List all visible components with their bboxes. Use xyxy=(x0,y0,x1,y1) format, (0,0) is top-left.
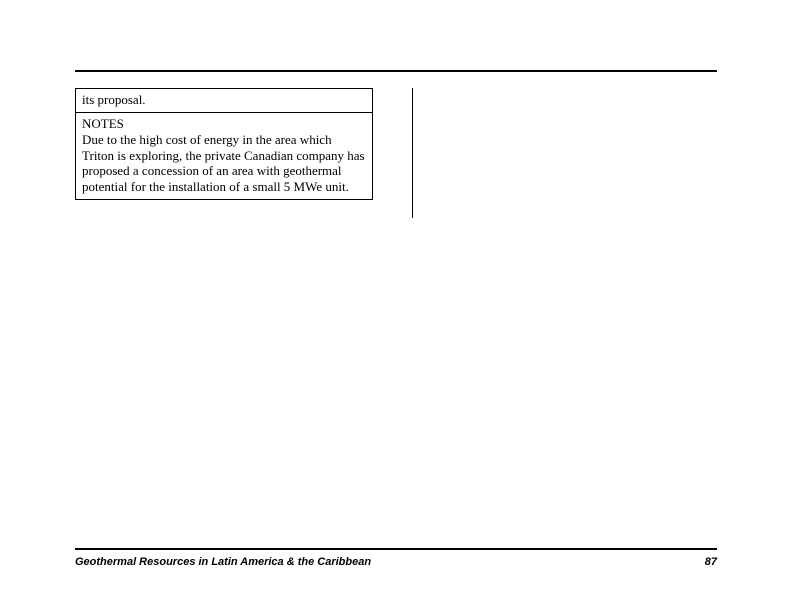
top-horizontal-rule xyxy=(75,70,717,72)
info-table: its proposal. NOTES Due to the high cost… xyxy=(75,88,373,200)
footer-title: Geothermal Resources in Latin America & … xyxy=(75,556,371,568)
page-footer: Geothermal Resources in Latin America & … xyxy=(75,556,717,568)
footer-page-number: 87 xyxy=(705,556,717,568)
notes-body-text: Due to the high cost of energy in the ar… xyxy=(82,132,365,195)
table-cell-notes: NOTES Due to the high cost of energy in … xyxy=(76,112,373,199)
two-column-region: its proposal. NOTES Due to the high cost… xyxy=(75,88,717,218)
page: its proposal. NOTES Due to the high cost… xyxy=(0,0,792,612)
right-column xyxy=(435,88,717,218)
table-row: NOTES Due to the high cost of energy in … xyxy=(76,112,373,199)
notes-heading: NOTES xyxy=(82,116,366,132)
table-cell-proposal: its proposal. xyxy=(76,89,373,113)
left-column: its proposal. NOTES Due to the high cost… xyxy=(75,88,390,218)
column-divider xyxy=(412,88,413,218)
table-row: its proposal. xyxy=(76,89,373,113)
bottom-horizontal-rule xyxy=(75,548,717,550)
